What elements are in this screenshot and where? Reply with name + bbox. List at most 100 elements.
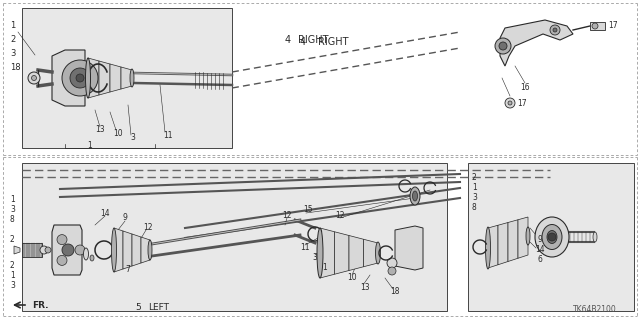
Circle shape — [388, 267, 396, 275]
Circle shape — [45, 247, 51, 253]
Text: 2: 2 — [10, 235, 15, 244]
Polygon shape — [99, 61, 110, 95]
Polygon shape — [320, 228, 335, 278]
Text: 3: 3 — [472, 194, 477, 203]
Text: 11: 11 — [300, 243, 310, 253]
Ellipse shape — [413, 191, 417, 201]
Ellipse shape — [542, 225, 562, 249]
Circle shape — [499, 42, 507, 50]
Text: 1: 1 — [323, 263, 328, 272]
Polygon shape — [395, 226, 423, 270]
Text: 9: 9 — [123, 213, 127, 222]
Circle shape — [31, 76, 36, 80]
Bar — [468, 163, 634, 311]
Text: 17: 17 — [608, 21, 618, 31]
Text: 11: 11 — [163, 130, 173, 139]
Text: FR.: FR. — [32, 300, 49, 309]
Ellipse shape — [130, 69, 134, 87]
Text: 3: 3 — [10, 48, 15, 57]
Polygon shape — [508, 220, 518, 262]
Text: 12: 12 — [335, 211, 345, 219]
Text: 4: 4 — [300, 37, 306, 47]
Circle shape — [548, 233, 556, 241]
Text: 16: 16 — [520, 84, 530, 93]
Circle shape — [28, 72, 40, 84]
Text: 18: 18 — [10, 63, 20, 71]
Circle shape — [76, 74, 84, 82]
Text: 13: 13 — [360, 284, 370, 293]
Circle shape — [57, 256, 67, 265]
Ellipse shape — [410, 187, 420, 205]
Circle shape — [508, 101, 512, 105]
Ellipse shape — [83, 248, 88, 260]
Text: 17: 17 — [517, 99, 527, 108]
Text: 1: 1 — [88, 142, 92, 151]
Text: 3: 3 — [10, 280, 15, 290]
Circle shape — [62, 60, 98, 96]
Ellipse shape — [90, 255, 94, 261]
Text: 14: 14 — [535, 246, 545, 255]
Circle shape — [505, 98, 515, 108]
Circle shape — [553, 28, 557, 32]
Polygon shape — [123, 231, 132, 269]
Text: 1: 1 — [10, 271, 15, 279]
Ellipse shape — [111, 228, 116, 272]
Circle shape — [70, 68, 90, 88]
Circle shape — [387, 258, 397, 268]
Polygon shape — [114, 228, 123, 272]
Ellipse shape — [86, 58, 90, 98]
Polygon shape — [52, 50, 85, 106]
Circle shape — [592, 23, 598, 29]
Text: 10: 10 — [347, 273, 357, 283]
Ellipse shape — [547, 231, 557, 243]
Ellipse shape — [148, 240, 152, 260]
Polygon shape — [590, 22, 605, 30]
Polygon shape — [518, 217, 528, 258]
Text: 14: 14 — [100, 209, 110, 218]
Polygon shape — [364, 239, 378, 267]
Polygon shape — [500, 20, 573, 66]
Text: 1: 1 — [10, 20, 15, 29]
Text: 12: 12 — [282, 211, 292, 219]
Ellipse shape — [317, 228, 323, 278]
Polygon shape — [141, 237, 150, 263]
Text: 2: 2 — [10, 261, 15, 270]
Text: 3: 3 — [312, 254, 317, 263]
Text: TK64B2100: TK64B2100 — [573, 306, 617, 315]
Polygon shape — [488, 225, 498, 268]
Text: 12: 12 — [143, 222, 153, 232]
Text: 15: 15 — [303, 205, 313, 214]
Text: 13: 13 — [95, 125, 105, 135]
Text: 6: 6 — [538, 256, 543, 264]
Ellipse shape — [486, 227, 490, 269]
Circle shape — [57, 234, 67, 245]
Polygon shape — [498, 222, 508, 265]
Text: 18: 18 — [390, 287, 400, 296]
Polygon shape — [335, 232, 349, 274]
Text: 3: 3 — [131, 133, 136, 143]
Polygon shape — [121, 67, 132, 89]
Text: 1: 1 — [10, 196, 15, 204]
Text: 1: 1 — [472, 183, 477, 192]
Polygon shape — [349, 235, 364, 271]
Bar — [22, 8, 232, 148]
Ellipse shape — [535, 217, 569, 257]
Text: 7: 7 — [125, 265, 131, 275]
Polygon shape — [132, 234, 141, 266]
Text: 5: 5 — [135, 303, 141, 313]
Polygon shape — [14, 246, 20, 254]
Text: 9: 9 — [538, 235, 543, 244]
Circle shape — [75, 245, 85, 255]
Text: 2: 2 — [10, 34, 15, 43]
Bar — [22, 163, 447, 311]
Polygon shape — [22, 243, 42, 257]
Ellipse shape — [526, 227, 530, 245]
Text: LEFT: LEFT — [148, 303, 169, 313]
Polygon shape — [110, 64, 121, 92]
Ellipse shape — [376, 242, 381, 264]
Text: 3: 3 — [10, 205, 15, 214]
Polygon shape — [88, 58, 99, 98]
Circle shape — [62, 244, 74, 256]
Text: 2: 2 — [472, 174, 477, 182]
Circle shape — [40, 246, 48, 254]
